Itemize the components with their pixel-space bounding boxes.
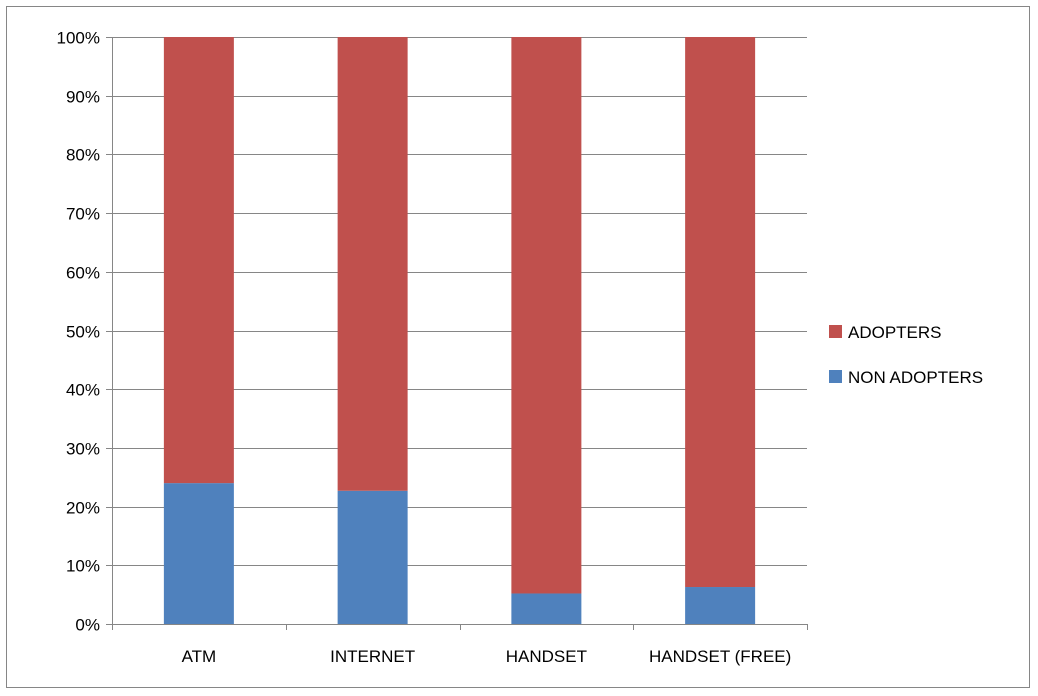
chart-area: 0% 10% 20% 30% 40% 50% 60% 70% 80% 90% 100% ATM INT… — [6, 6, 1030, 688]
x-axis-tick-labels: ATM INTERNET HANDSET HANDSET (FREE) — [182, 647, 792, 666]
y-tick-label: 100% — [57, 29, 100, 48]
bar-adopters — [511, 37, 582, 594]
bar-non-adopters — [337, 490, 408, 624]
legend-swatch — [829, 370, 842, 383]
y-tick-label: 60% — [66, 264, 100, 283]
x-tick-label: HANDSET (FREE) — [649, 647, 791, 666]
y-tick-label: 70% — [66, 205, 100, 224]
y-tick-label: 0% — [75, 616, 100, 635]
bar-non-adopters — [511, 593, 582, 624]
x-tick-label: ATM — [182, 647, 217, 666]
y-tick-label: 40% — [66, 381, 100, 400]
y-tick-label: 30% — [66, 440, 100, 459]
axes — [112, 37, 808, 630]
stacked-bar-chart: 0% 10% 20% 30% 40% 50% 60% 70% 80% 90% 100% ATM INT… — [57, 29, 984, 667]
bars — [163, 37, 756, 624]
y-axis-tick-labels: 0% 10% 20% 30% 40% 50% 60% 70% 80% 90% 100% — [57, 29, 100, 635]
x-tick-label: HANDSET — [506, 647, 587, 666]
y-tick-label: 10% — [66, 557, 100, 576]
legend: ADOPTERS NON ADOPTERS — [829, 323, 983, 387]
bar-non-adopters — [685, 587, 756, 624]
bar-adopters — [163, 37, 234, 484]
legend-label: NON ADOPTERS — [848, 368, 983, 387]
x-tick-label: INTERNET — [330, 647, 415, 666]
bar-adopters — [685, 37, 756, 588]
y-tick-label: 20% — [66, 499, 100, 518]
y-tick-label: 80% — [66, 146, 100, 165]
legend-label: ADOPTERS — [848, 323, 942, 342]
y-tick-label: 90% — [66, 88, 100, 107]
legend-swatch — [829, 325, 842, 338]
bar-adopters — [337, 37, 408, 491]
y-tick-label: 50% — [66, 323, 100, 342]
bar-non-adopters — [163, 483, 234, 624]
